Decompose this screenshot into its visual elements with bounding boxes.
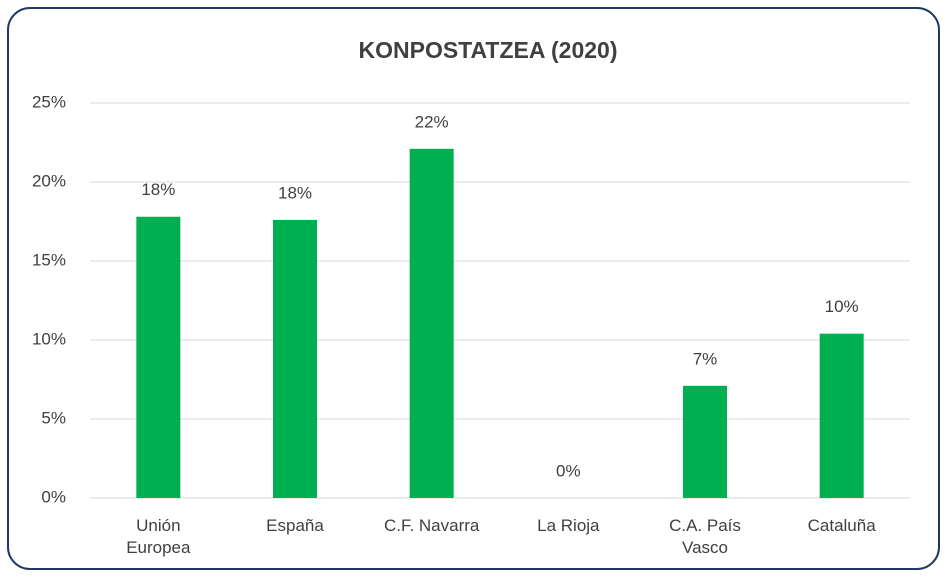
y-tick-label: 0%: [41, 487, 66, 506]
value-label: 7%: [693, 349, 718, 368]
bar: [273, 219, 317, 499]
x-tick-label: La Rioja: [537, 516, 600, 535]
y-tick-label: 10%: [32, 329, 66, 348]
value-label: 10%: [825, 297, 859, 316]
bar: [409, 148, 454, 498]
y-tick-label: 25%: [32, 92, 66, 111]
value-label: 18%: [278, 183, 312, 202]
value-label: 0%: [556, 461, 581, 480]
value-label: 22%: [415, 112, 449, 131]
y-tick-label: 5%: [41, 408, 66, 427]
y-tick-label: 15%: [32, 250, 66, 269]
x-tick-label: España: [266, 516, 324, 535]
bar: [683, 385, 727, 498]
value-label: 18%: [141, 180, 175, 199]
chart-title: KONPOSTATZEA (2020): [359, 37, 618, 63]
x-tick-label: Cataluña: [807, 516, 876, 535]
bar: [819, 333, 864, 498]
y-tick-label: 20%: [32, 171, 66, 190]
bar: [136, 216, 181, 498]
x-tick-label: C.F. Navarra: [383, 516, 480, 535]
x-tick-label: Unión Europea: [126, 516, 191, 557]
x-tick-label: C.A. País Vasco: [669, 516, 741, 557]
